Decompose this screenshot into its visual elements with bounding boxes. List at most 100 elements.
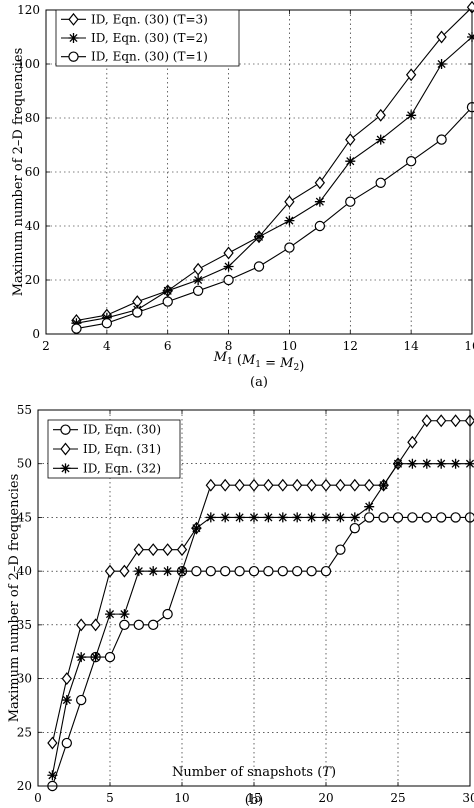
plot-frame [45,9,473,335]
x-tick-label: 25 [390,791,405,805]
legend-label: ID, Eqn. (31) [83,442,161,456]
x-axis-label: M1 (M1 = M2) [213,350,305,374]
legend: ID, Eqn. (30) (T=3) ID, Eqn. (30) (T=2) ID… [55,9,240,67]
y-axis-label: Maximum number of 2–D frequencies [11,48,26,297]
data-point [436,512,447,523]
series-line [76,106,473,330]
series-line [76,36,473,324]
data-point [405,155,417,167]
legend-label: ID, Eqn. (30) (T=3) [91,12,208,26]
legend-marker [60,463,71,474]
data-point [292,512,303,523]
panel-caption: (a) [250,375,268,390]
data-point [234,565,245,577]
data-point [421,414,432,428]
x-axis-label: Number of snapshots (T) [172,765,336,780]
y-tick-label: 60 [25,165,40,179]
legend-marker [60,424,71,435]
legend: ID, Eqn. (30) ID, Eqn. (31) ID, Eqn. (32) [47,419,181,479]
data-point [254,231,264,242]
data-point [191,523,202,534]
data-point [104,651,116,663]
data-point [104,564,116,578]
data-point [162,543,173,557]
data-point [119,609,130,620]
data-point [263,565,274,577]
legend-marker [60,442,71,456]
y-tick-label: 80 [25,111,40,125]
data-point [321,512,331,523]
data-point [292,478,303,492]
data-point [314,220,326,232]
series-circle [71,102,474,334]
data-point [162,285,173,296]
data-point [162,566,173,577]
data-point [375,177,386,188]
data-point [192,262,204,276]
y-tick-label: 20 [17,779,32,793]
data-point [105,609,115,620]
data-point [406,110,417,121]
data-point [277,512,288,523]
data-point [133,543,144,557]
data-point [314,196,325,207]
data-point [191,565,202,577]
legend-box [55,9,240,67]
legend-marker [68,33,79,43]
data-point [71,323,82,334]
legend-label: ID, Eqn. (30) (T=2) [91,31,208,45]
data-point [407,512,418,523]
series-diamond [47,414,474,750]
data-point [436,458,447,469]
data-point [378,512,389,523]
legend-marker [68,12,79,26]
x-tick-label: 15 [246,791,261,805]
y-tick-label: 40 [17,564,32,578]
data-point [193,275,204,285]
data-point [176,543,188,557]
y-tick-label: 35 [17,618,32,632]
data-point [205,478,216,492]
data-point [378,480,389,491]
legend-label: ID, Eqn. (30) [83,423,161,437]
data-point [248,565,260,577]
data-point [234,478,245,492]
y-tick-label: 55 [17,403,32,417]
panel-caption: (b) [245,793,263,808]
data-point [71,318,82,329]
y-tick-label: 25 [17,725,32,739]
data-point [205,565,216,577]
data-point [220,512,231,523]
data-point [90,618,101,632]
data-point [436,30,447,44]
data-point [61,695,72,706]
x-tick-label: 10 [174,791,189,805]
x-tick-label: 0 [34,791,42,805]
data-point [76,652,87,663]
data-point [421,458,432,469]
series-star [47,458,474,781]
plot-frame [37,409,471,787]
series-circle [47,512,474,792]
data-point [162,296,173,307]
data-point [284,195,295,209]
data-point [253,261,265,272]
axis-ticks: 2 4 6 8 10 12 14 16 0 20 40 60 80 100 120 [17,3,474,353]
data-point [375,108,386,122]
data-point [148,543,159,557]
data-point [314,176,326,190]
data-point [90,652,101,663]
data-point [364,478,375,492]
data-point [393,458,403,469]
data-point [364,501,375,512]
legend-marker [68,51,79,62]
data-point [349,522,360,534]
data-point [450,458,461,469]
data-point [75,694,87,706]
data-point [192,285,204,296]
data-point [47,736,58,750]
data-point [450,414,461,428]
series-line [51,516,470,787]
data-point [263,478,274,492]
data-point [335,512,346,523]
